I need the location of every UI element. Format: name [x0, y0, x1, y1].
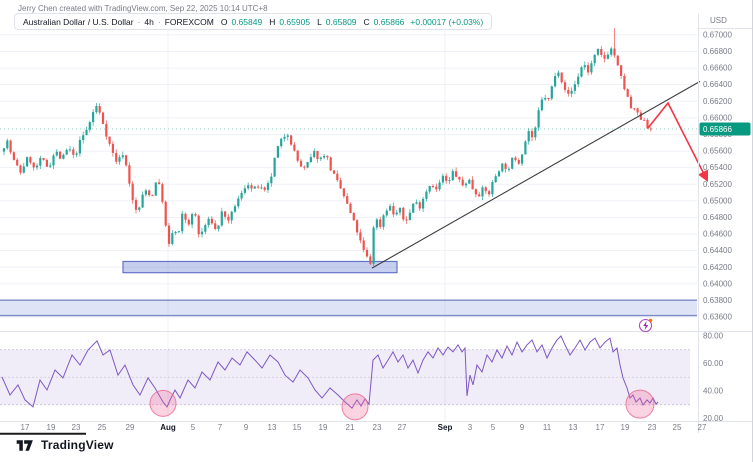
- svg-text:0.64200: 0.64200: [703, 263, 732, 272]
- svg-text:Sep: Sep: [438, 423, 453, 432]
- svg-text:80.00: 80.00: [703, 332, 724, 341]
- price-axis-currency: USD: [710, 16, 727, 25]
- svg-text:0.63600: 0.63600: [703, 313, 732, 322]
- svg-text:19: 19: [319, 423, 328, 432]
- svg-text:15: 15: [293, 423, 302, 432]
- svg-text:7: 7: [218, 423, 223, 432]
- svg-text:0.67000: 0.67000: [703, 30, 732, 39]
- svg-text:0.64600: 0.64600: [703, 230, 732, 239]
- svg-text:0.66400: 0.66400: [703, 80, 732, 89]
- price-axis[interactable]: 0.67000 0.66800 0.66600 0.66400 0.66200 0.660…: [703, 30, 732, 321]
- svg-text:27: 27: [398, 423, 407, 432]
- svg-text:0.64400: 0.64400: [703, 246, 732, 255]
- rsi-axis[interactable]: 80.00 60.00 40.00 20.00: [703, 332, 724, 424]
- trendline-drawing[interactable]: [371, 80, 701, 269]
- svg-text:0.63800: 0.63800: [703, 296, 732, 305]
- svg-text:0.66000: 0.66000: [703, 113, 732, 122]
- svg-text:21: 21: [346, 423, 355, 432]
- current-price-label[interactable]: 0.65866: [699, 122, 751, 136]
- svg-text:Aug: Aug: [160, 423, 176, 432]
- rsi-highlight-circle[interactable]: [341, 393, 369, 421]
- open-value: 0.65849: [231, 16, 263, 27]
- svg-text:0.66200: 0.66200: [703, 97, 732, 106]
- high-value: 0.65905: [279, 16, 311, 27]
- rsi-line: [1, 335, 659, 409]
- tradingview-logo-icon: [16, 440, 33, 451]
- svg-text:0.65400: 0.65400: [703, 163, 732, 172]
- svg-text:0.65000: 0.65000: [703, 196, 732, 205]
- svg-text:0.66800: 0.66800: [703, 47, 732, 56]
- lower-price-band[interactable]: [0, 299, 697, 317]
- high-label: H: [269, 16, 276, 27]
- close-label: C: [363, 16, 370, 27]
- svg-text:13: 13: [569, 423, 578, 432]
- svg-text:9: 9: [520, 423, 525, 432]
- svg-text:0.64000: 0.64000: [703, 279, 732, 288]
- separator-dot: ·: [157, 16, 161, 27]
- svg-text:17: 17: [596, 423, 605, 432]
- rsi-highlight-circle[interactable]: [625, 389, 655, 419]
- tradingview-logo[interactable]: TradingView: [14, 438, 114, 452]
- svg-text:19: 19: [47, 423, 56, 432]
- svg-text:23: 23: [648, 423, 657, 432]
- svg-text:5: 5: [191, 423, 196, 432]
- time-axis[interactable]: 17 19 23 25 29 Aug 5 7 9 13 15 19 21 23 27 Sep 3 5 9 11 13 17…: [21, 423, 707, 432]
- symbol-legend[interactable]: Australian Dollar / U.S. Dollar · 4h · F…: [14, 13, 493, 30]
- symbol-name: Australian Dollar / U.S. Dollar: [23, 16, 134, 27]
- svg-text:0.65600: 0.65600: [703, 147, 732, 156]
- svg-text:40.00: 40.00: [703, 387, 724, 396]
- symbol-exchange: FOREXCOM: [164, 16, 214, 27]
- rsi-band: [0, 349, 690, 406]
- low-label: L: [317, 16, 322, 27]
- svg-text:25: 25: [98, 423, 107, 432]
- svg-text:5: 5: [491, 423, 496, 432]
- open-label: O: [220, 16, 228, 27]
- svg-text:0.66600: 0.66600: [703, 64, 732, 73]
- tradingview-logo-text: TradingView: [41, 438, 114, 452]
- chart-credit-text: Jerry Chen created with TradingView.com,…: [18, 4, 268, 13]
- svg-text:9: 9: [244, 423, 249, 432]
- svg-text:19: 19: [621, 423, 630, 432]
- svg-text:20.00: 20.00: [703, 414, 724, 423]
- svg-text:0.65200: 0.65200: [703, 180, 732, 189]
- svg-text:3: 3: [468, 423, 473, 432]
- rsi-highlight-circle[interactable]: [149, 389, 177, 417]
- svg-text:11: 11: [543, 423, 552, 432]
- svg-text:13: 13: [268, 423, 277, 432]
- projection-arrow-drawing[interactable]: [647, 101, 709, 182]
- symbol-interval: 4h: [144, 16, 154, 27]
- lightning-icon[interactable]: [638, 318, 653, 333]
- candlestick-series: [2, 28, 652, 267]
- svg-text:25: 25: [673, 423, 682, 432]
- svg-text:27: 27: [698, 423, 707, 432]
- low-value: 0.65809: [325, 16, 357, 27]
- svg-text:23: 23: [373, 423, 382, 432]
- support-zone-rectangle[interactable]: [122, 260, 398, 274]
- svg-text:17: 17: [21, 423, 30, 432]
- change-value: +0.00017 (+0.03%): [410, 16, 484, 27]
- svg-text:29: 29: [126, 423, 135, 432]
- close-value: 0.65866: [373, 16, 405, 27]
- svg-text:0.65866: 0.65866: [703, 125, 732, 134]
- svg-text:23: 23: [72, 423, 81, 432]
- svg-text:60.00: 60.00: [703, 359, 724, 368]
- svg-text:0.64800: 0.64800: [703, 213, 732, 222]
- separator-dot: ·: [137, 16, 141, 27]
